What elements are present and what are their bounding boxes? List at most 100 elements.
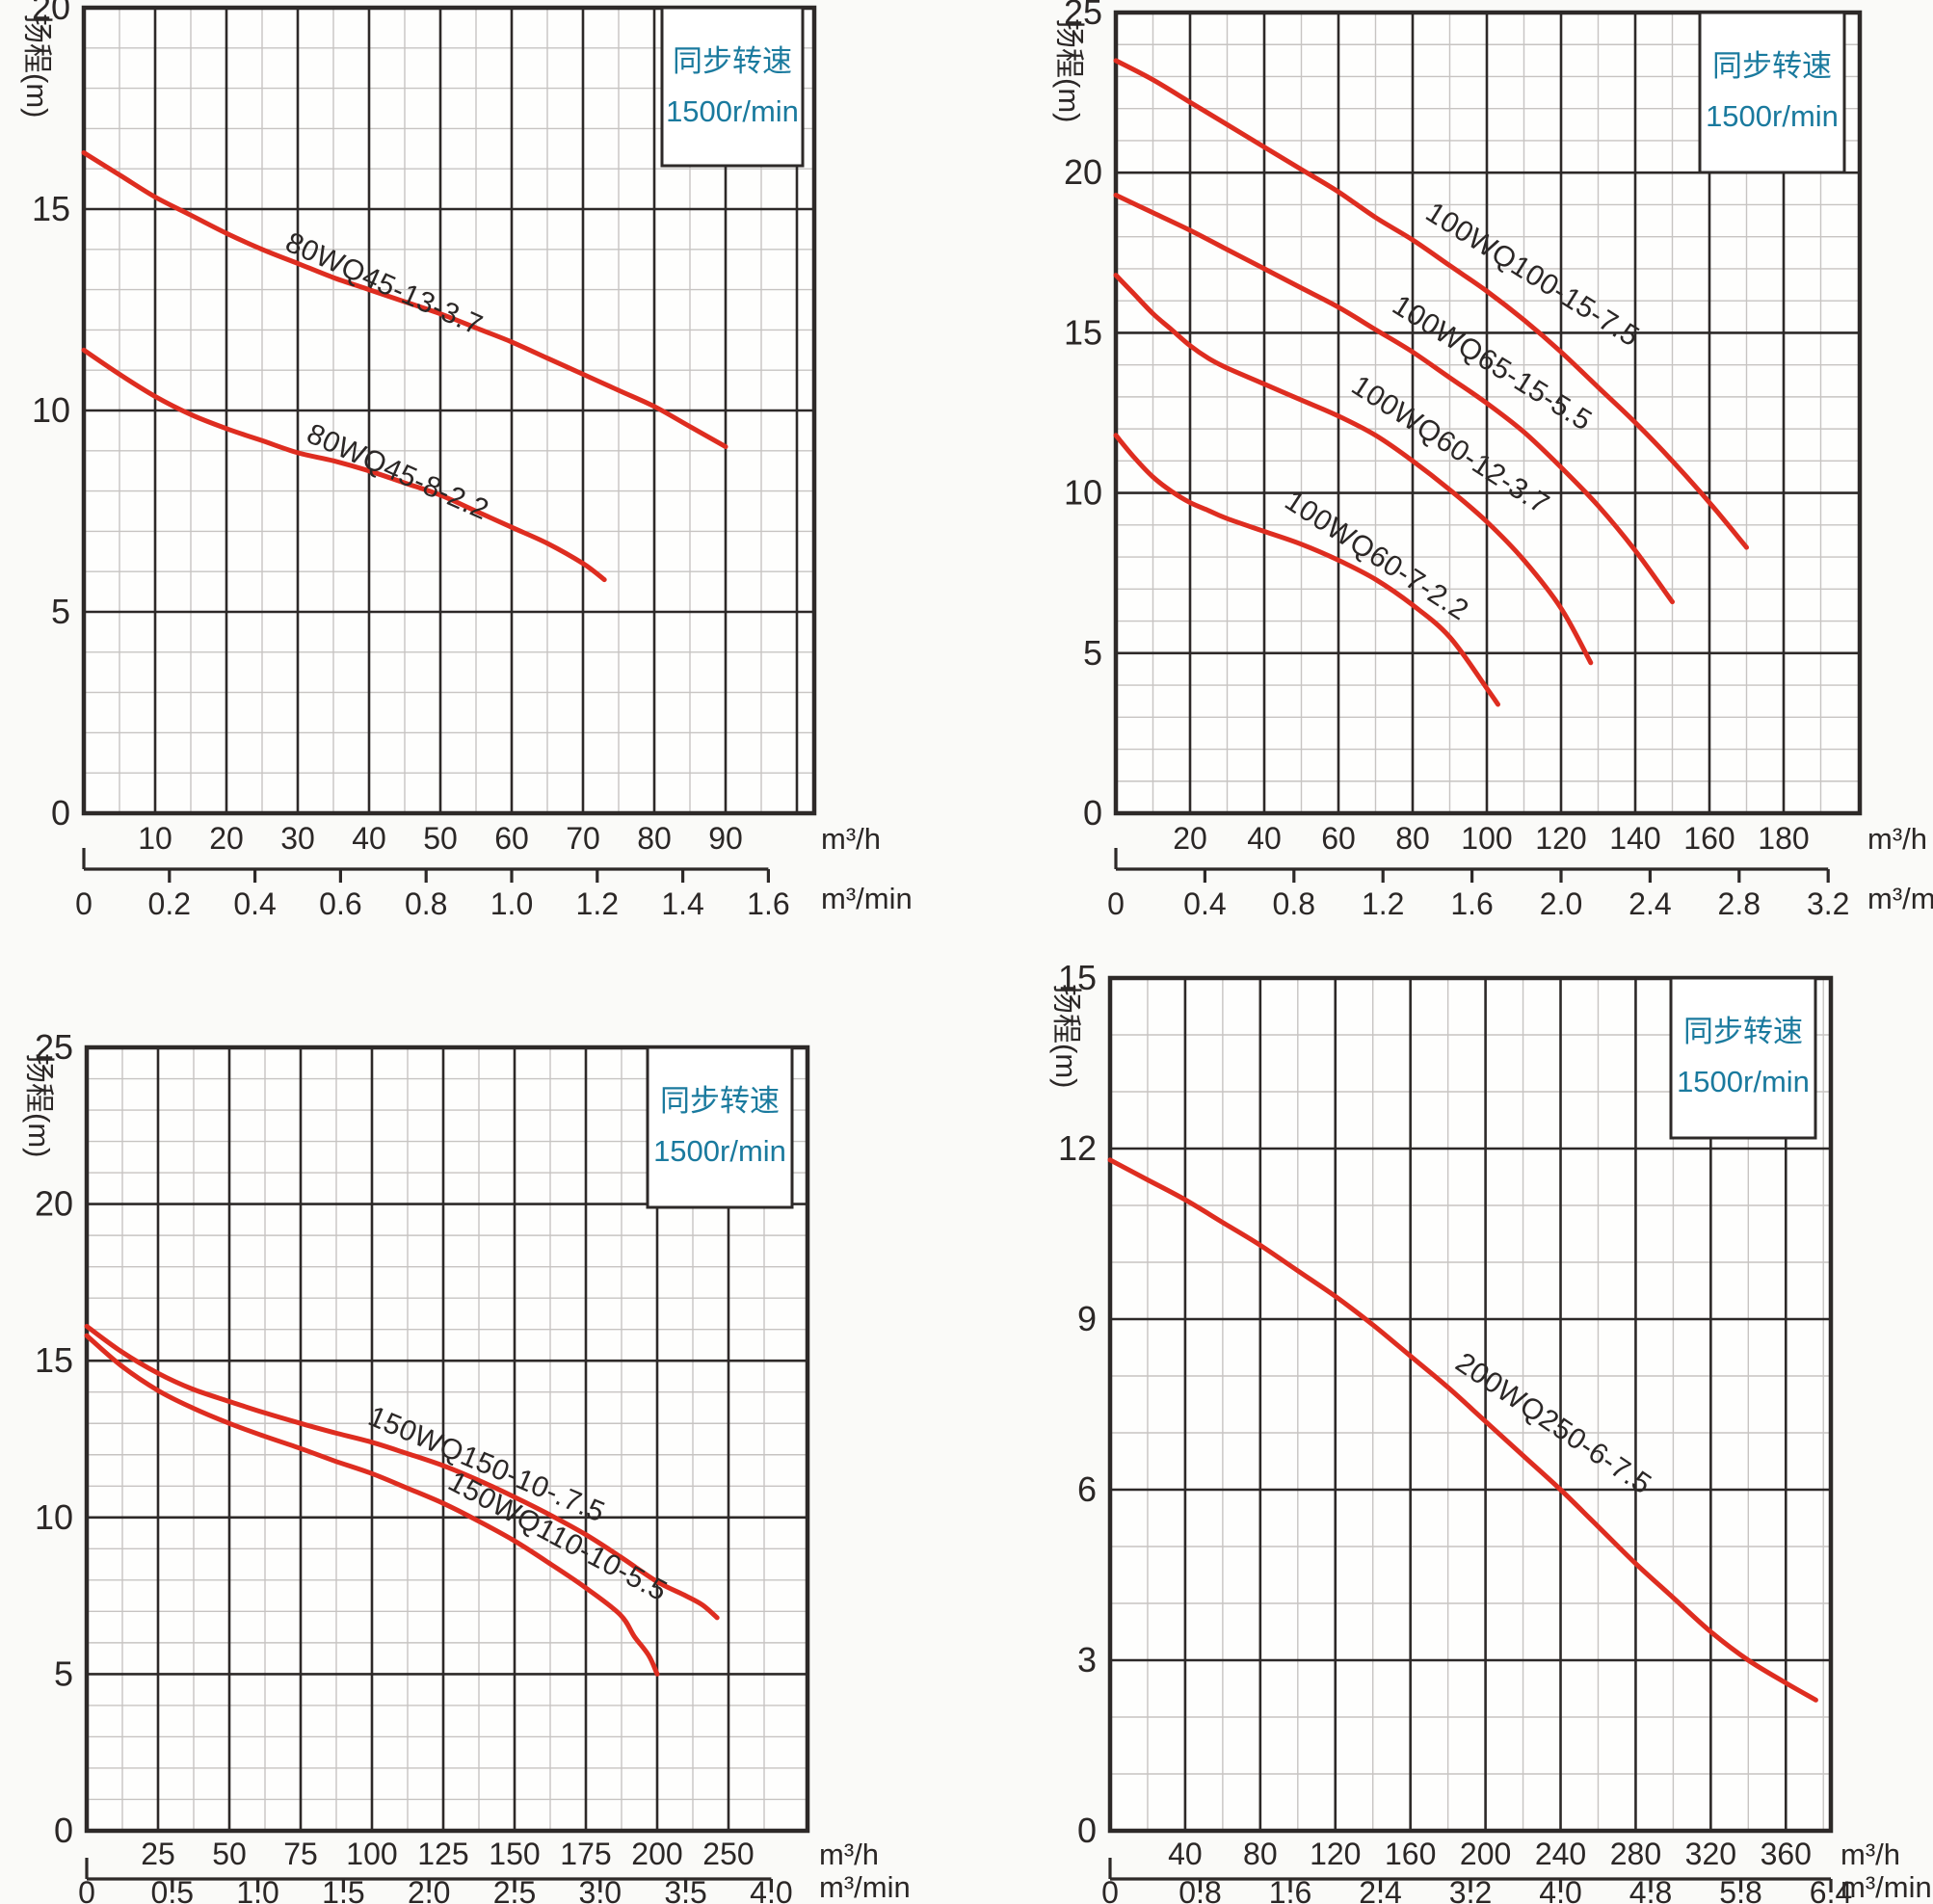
plot-border: [84, 1045, 810, 1834]
flow-min-tick-label: 0: [75, 886, 93, 921]
flow-min-tick-label: 1.0: [490, 886, 533, 921]
flow-min-tick-label: 2.0: [1540, 886, 1582, 921]
y-tick-label: 15: [1058, 958, 1097, 997]
flow-min-tick-label: 0.6: [319, 886, 361, 921]
flow-hour-tick-label: 75: [283, 1837, 318, 1871]
pump-curve-150WQ110-10-5.5: [84, 1333, 660, 1677]
flow-hour-tick-label: 160: [1385, 1837, 1436, 1871]
y-tick-label: 5: [1083, 633, 1102, 673]
flow-min-tick-label: 1.6: [1269, 1875, 1311, 1904]
flow-hour-tick-label: 80: [637, 821, 672, 856]
flow-hour-tick-label: 30: [280, 821, 315, 856]
flow-hour-tick-label: 100: [346, 1837, 397, 1871]
flow-hour-tick-label: 200: [1460, 1837, 1511, 1871]
flow-hour-tick-label: 100: [1461, 821, 1512, 856]
speed-box-line2: 1500r/min: [666, 94, 799, 128]
flow-hour-tick-label: 25: [141, 1837, 175, 1871]
flow-min-axis: [1114, 848, 1830, 883]
flow-hour-tick-label: 20: [209, 821, 244, 856]
pump-curve-100WQ60-12-3.7: [1113, 273, 1594, 666]
flow-hour-tick-label: 90: [708, 821, 743, 856]
flow-hour-tick-label: 125: [417, 1837, 468, 1871]
flow-hour-tick-label: 160: [1683, 821, 1734, 856]
flow-min-tick-label: 1.4: [661, 886, 703, 921]
flow-min-unit: m³/min: [821, 882, 913, 915]
chart-3: 150WQ150-10-.7.5150WQ110-10-5.5同步转速1500r…: [22, 1027, 911, 1904]
speed-box-line1: 同步转速: [660, 1084, 780, 1118]
y-tick-label: 0: [51, 793, 70, 833]
flow-hour-unit: m³/h: [821, 822, 881, 856]
flow-min-tick-label: 4.0: [750, 1875, 792, 1904]
flow-min-axis: [85, 1858, 774, 1892]
speed-box-line2: 1500r/min: [653, 1134, 786, 1168]
flow-hour-tick-label: 120: [1535, 821, 1586, 856]
y-tick-label: 0: [1083, 793, 1102, 833]
y-tick-label: 9: [1077, 1299, 1097, 1338]
speed-box-line1: 同步转速: [673, 44, 792, 78]
flow-min-tick-label: 5.8: [1719, 1875, 1761, 1904]
flow-min-tick-label: 0: [1107, 886, 1125, 921]
flow-min-tick-label: 0.4: [233, 886, 276, 921]
flow-hour-tick-label: 60: [1321, 821, 1356, 856]
y-axis-title: 扬程(m): [22, 1053, 56, 1157]
flow-hour-tick-label: 175: [560, 1837, 611, 1871]
chart-2: 100WQ100-15-7.5100WQ65-15-5.5100WQ60-12-…: [1052, 0, 1933, 921]
flow-hour-tick-label: 250: [702, 1837, 754, 1871]
pump-curve-80WQ45-13-3.7: [81, 149, 728, 450]
y-tick-label: 25: [35, 1027, 73, 1067]
flow-min-tick-label: 1.6: [1450, 886, 1493, 921]
y-axis-title: 扬程(m): [1049, 984, 1083, 1088]
plot-border: [1113, 10, 1863, 816]
pump-curve-200WQ250-6-7.5: [1107, 1157, 1818, 1703]
flow-min-tick-label: 6.4: [1810, 1875, 1852, 1904]
flow-hour-tick-label: 320: [1685, 1837, 1736, 1871]
pump-curve-80WQ45-8-2.2: [81, 347, 607, 583]
flow-min-tick-label: 0.4: [1183, 886, 1226, 921]
flow-hour-unit: m³/h: [1840, 1838, 1900, 1871]
flow-min-tick-label: 0.8: [405, 886, 447, 921]
y-tick-label: 12: [1058, 1128, 1097, 1168]
flow-min-tick-label: 2.4: [1359, 1875, 1401, 1904]
y-axis-title: 扬程(m): [20, 13, 54, 118]
flow-hour-tick-label: 240: [1535, 1837, 1586, 1871]
flow-min-tick-label: 3.2: [1807, 886, 1849, 921]
flow-min-tick-label: 3.0: [579, 1875, 622, 1904]
plot-border: [1107, 975, 1834, 1834]
y-tick-label: 0: [1077, 1811, 1097, 1850]
flow-hour-tick-label: 120: [1310, 1837, 1361, 1871]
flow-hour-unit: m³/h: [1867, 822, 1927, 856]
speed-box-line1: 同步转速: [1712, 49, 1832, 83]
flow-hour-tick-label: 70: [566, 821, 600, 856]
flow-min-tick-label: 4.0: [1539, 1875, 1581, 1904]
chart-1: 80WQ45-13-3.780WQ45-8-2.2同步转速1500r/min05…: [20, 0, 913, 921]
flow-min-tick-label: 0: [1101, 1875, 1119, 1904]
flow-hour-tick-label: 80: [1395, 821, 1430, 856]
speed-box-line2: 1500r/min: [1706, 99, 1839, 133]
y-tick-label: 20: [35, 1184, 73, 1224]
pump-curve-150WQ150-10-.7.5: [84, 1323, 720, 1621]
speed-box: [1698, 11, 1846, 174]
y-tick-label: 25: [1064, 0, 1102, 32]
y-tick-label: 10: [32, 390, 70, 430]
y-tick-label: 0: [54, 1811, 73, 1850]
flow-min-tick-label: 0.8: [1273, 886, 1315, 921]
y-tick-label: 20: [1064, 152, 1102, 192]
flow-hour-tick-label: 50: [423, 821, 458, 856]
y-tick-label: 15: [35, 1340, 73, 1380]
y-tick-label: 5: [54, 1653, 73, 1693]
flow-min-unit: m³/min: [819, 1870, 911, 1904]
y-tick-label: 5: [51, 592, 70, 631]
flow-min-unit: m³/min: [1867, 882, 1933, 915]
flow-hour-tick-label: 10: [138, 821, 172, 856]
plot-border: [81, 5, 817, 816]
pump-curve-100WQ65-15-5.5: [1113, 192, 1675, 605]
flow-min-tick-label: 3.2: [1449, 1875, 1492, 1904]
y-tick-label: 15: [1064, 312, 1102, 352]
flow-min-tick-label: 2.5: [493, 1875, 536, 1904]
flow-hour-tick-label: 360: [1761, 1837, 1812, 1871]
flow-hour-tick-label: 280: [1610, 1837, 1661, 1871]
pump-curve-100WQ100-15-7.5: [1113, 58, 1749, 550]
flow-min-tick-label: 1.5: [322, 1875, 364, 1904]
y-tick-label: 20: [32, 0, 70, 27]
